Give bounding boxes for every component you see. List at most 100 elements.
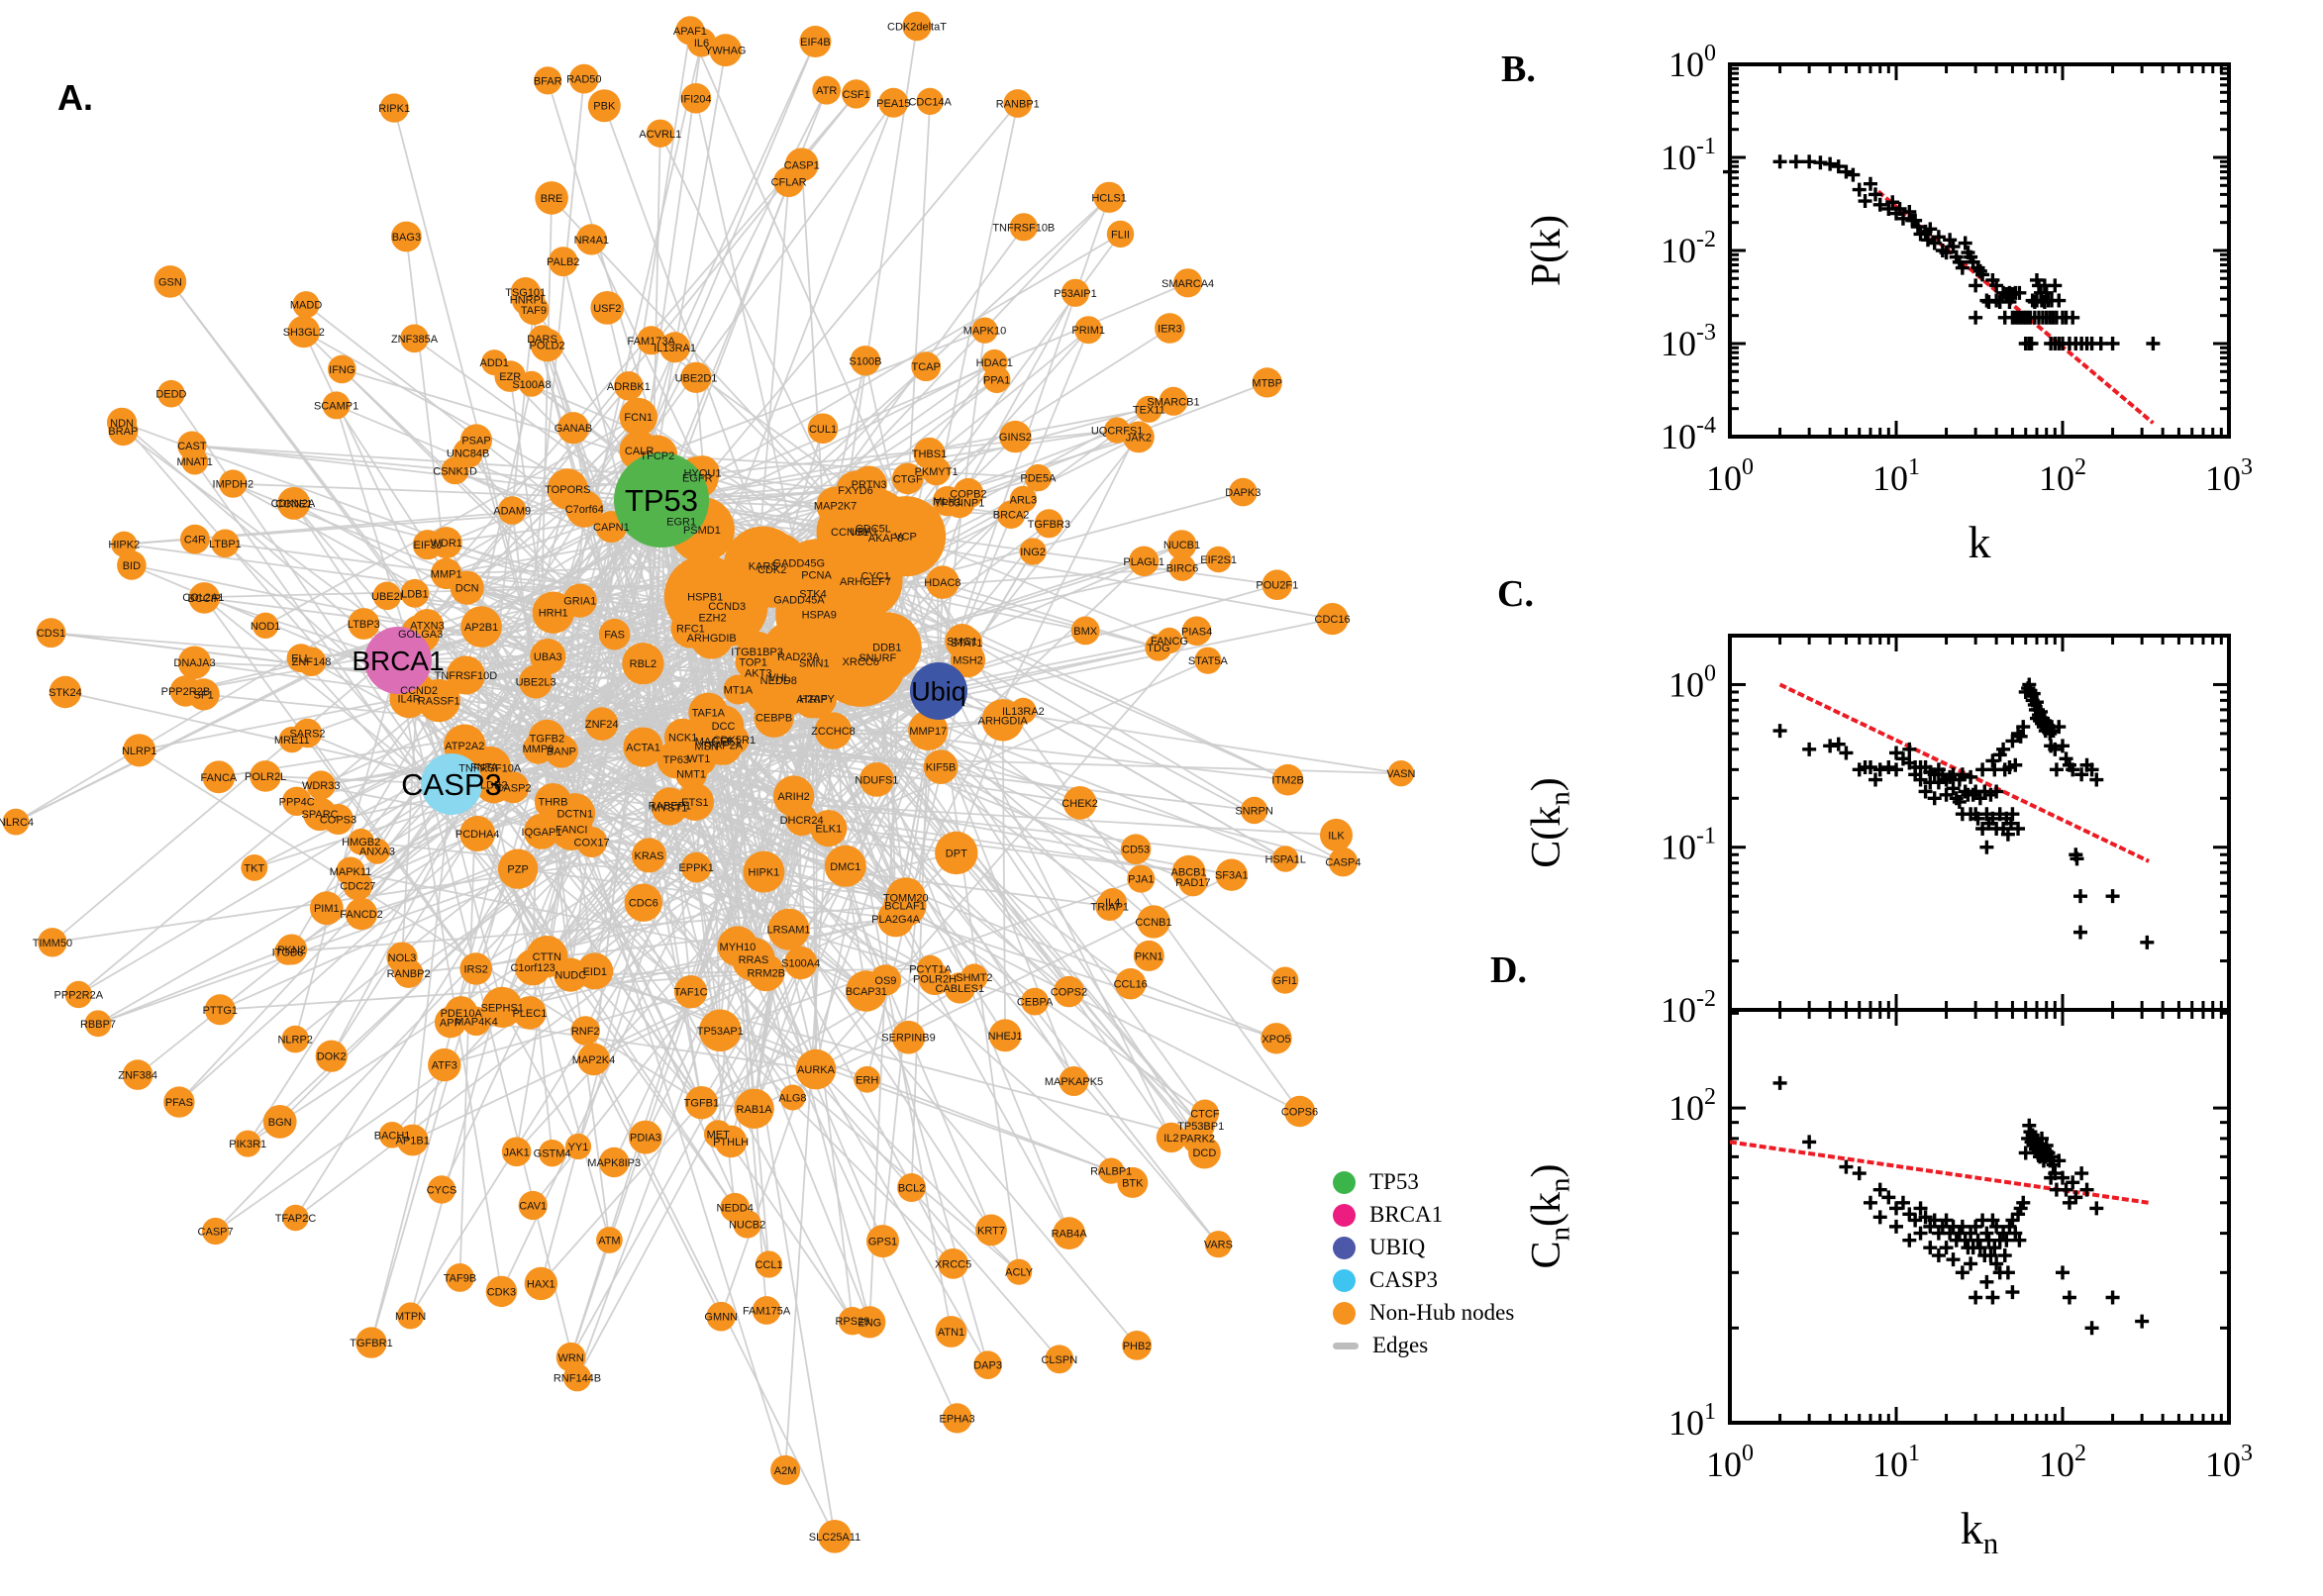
network-node-label: TNFRSF10B <box>992 222 1055 234</box>
network-node <box>453 438 483 468</box>
svg-text:kn: kn <box>1961 1503 1999 1560</box>
network-node-label: SNURF <box>858 652 896 664</box>
data-point-marker <box>1908 1213 1923 1228</box>
data-point-marker <box>1989 1219 2004 1234</box>
network-node <box>794 574 832 613</box>
data-point-marker <box>1889 762 1903 777</box>
network-node-label: FANCA <box>201 772 238 784</box>
network-node-label: DEDD <box>155 389 186 401</box>
network-node <box>684 1086 719 1120</box>
network-node <box>1106 220 1135 249</box>
network-node-label: PFAS <box>165 1097 193 1109</box>
network-node-label: CDC27 <box>340 881 375 893</box>
data-point-marker <box>1772 154 1787 169</box>
network-node-label: AP2B1 <box>464 622 498 634</box>
network-node-label: ARIH2 <box>777 791 809 803</box>
network-node <box>1261 1023 1292 1054</box>
network-node-label: UBE2L3 <box>516 677 556 689</box>
network-node-label: CCL16 <box>1114 979 1148 991</box>
network-node <box>1155 313 1185 344</box>
network-node-label: ATXN3 <box>410 621 445 633</box>
network-node-label: EIF3J <box>414 540 443 551</box>
data-point-marker <box>2049 762 2064 777</box>
network-node <box>807 413 839 445</box>
hub-node-casp3 <box>421 753 482 815</box>
axis-ticks <box>1728 1010 2231 1425</box>
network-node-label: BCL2 <box>898 1183 926 1195</box>
network-node <box>743 850 785 893</box>
network-node <box>281 1025 310 1053</box>
data-point-marker <box>2048 278 2063 293</box>
network-node <box>38 928 67 957</box>
data-point-marker <box>1975 762 1990 777</box>
network-node <box>699 1009 742 1052</box>
network-node-label: RAD23A <box>777 651 820 663</box>
network-node <box>779 1084 806 1111</box>
network-node <box>782 547 816 580</box>
network-node <box>157 379 185 408</box>
network-node <box>1252 367 1282 398</box>
network-node <box>628 1120 662 1154</box>
network-node-label: H2AFY <box>799 694 835 706</box>
network-node <box>177 646 212 679</box>
network-node-label: EIF2S1 <box>1200 554 1237 566</box>
network-node-label: RBL2 <box>630 658 657 670</box>
network-node-label: RBBP7 <box>80 1019 116 1031</box>
network-node-label: MSN <box>694 742 719 753</box>
data-point-marker <box>1913 1201 1928 1216</box>
network-node-label: PLEC1 <box>512 1008 547 1020</box>
network-node-label: APAF1 <box>673 26 707 38</box>
tick-labels: 100 10-1 10-2 <box>1661 660 1716 1030</box>
network-node <box>535 181 568 215</box>
network-node-label: STAT5A <box>1188 655 1229 667</box>
network-node-label: UBA1 <box>850 526 878 538</box>
network-node <box>1229 477 1258 507</box>
network-node <box>709 34 743 67</box>
network-node <box>400 324 429 353</box>
data-point-marker <box>1927 1213 1942 1228</box>
network-node-label: PSMD1 <box>683 525 721 537</box>
network-node <box>397 1302 425 1330</box>
network-node <box>973 1350 1002 1379</box>
network-node <box>428 1047 461 1082</box>
network-node <box>913 437 946 469</box>
network-node <box>680 361 712 393</box>
data-point-marker <box>2000 1265 2015 1280</box>
data-point-marker <box>2012 285 2027 300</box>
data-point-marker <box>1872 1210 1887 1225</box>
network-node-label: POLD2 <box>530 341 565 352</box>
network-node-label: KARS <box>749 561 778 573</box>
network-node-label: CTCF <box>1190 1109 1220 1121</box>
network-node-label: APP <box>440 1017 461 1029</box>
network-node-label: HAX1 <box>527 1278 556 1290</box>
network-node <box>524 813 559 849</box>
network-node-label: ETS1 <box>681 797 709 809</box>
network-node-label: CCND3 <box>708 601 746 613</box>
network-node <box>36 618 66 648</box>
legend-dot-icon <box>1333 1203 1356 1227</box>
data-point-marker <box>1996 742 2011 756</box>
network-node <box>1059 1066 1089 1096</box>
network-node-label: AURKA <box>797 1064 836 1076</box>
network-node <box>870 522 901 553</box>
network-node-label: SMG1 <box>947 636 977 648</box>
data-point-marker <box>2066 1175 2080 1190</box>
legend-dot-icon <box>1333 1301 1356 1325</box>
data-point-marker <box>1913 1226 1928 1241</box>
data-point-marker <box>1946 240 1961 254</box>
network-node-label: STAT1 <box>951 638 983 649</box>
network-node-label: GINS2 <box>999 432 1032 444</box>
network-node-label: CAV1 <box>519 1201 547 1213</box>
network-node-label: C4R <box>184 535 206 547</box>
svg-text:103: 103 <box>2205 454 2253 498</box>
network-node-label: POU2F1 <box>1256 580 1298 592</box>
network-node <box>945 624 980 658</box>
data-points <box>1772 677 2155 949</box>
legend-label: CASP3 <box>1369 1267 1439 1292</box>
data-point-marker <box>1802 1135 1817 1149</box>
network-node-label: HYOU1 <box>684 468 722 480</box>
network-node <box>686 28 717 57</box>
network-node <box>902 11 932 42</box>
network-node <box>988 1019 1022 1052</box>
data-points <box>1772 1075 2150 1336</box>
